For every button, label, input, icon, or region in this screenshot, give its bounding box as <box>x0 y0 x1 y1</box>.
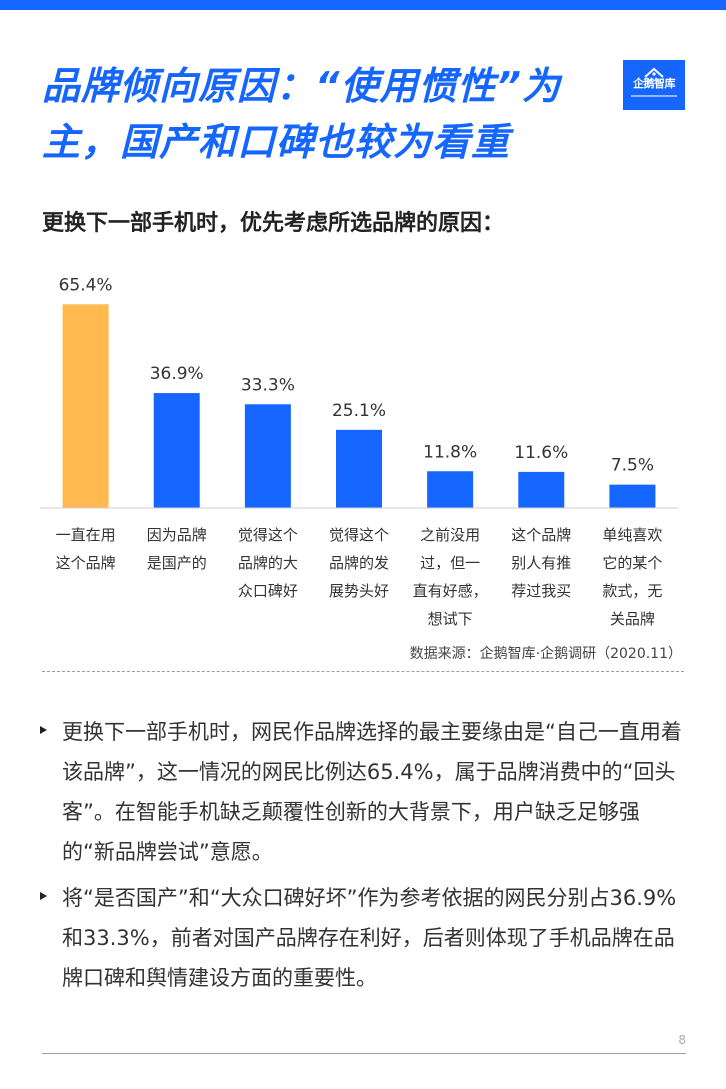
category-label-7: 款式，无 <box>602 582 662 600</box>
page-title-line-1: 品牌倾向原因：“使用惯性”为 <box>42 64 561 108</box>
insight-list: 更换下一部手机时，网民作品牌选择的最主要缘由是“自己一直用着该品牌”，这一情况的… <box>40 712 690 1004</box>
category-label-3: 众口碑好 <box>238 582 298 600</box>
value-label-4: 25.1% <box>332 401 386 421</box>
bar-3 <box>244 404 291 508</box>
value-label-2: 36.9% <box>150 364 204 384</box>
category-label-5: 之前没用 <box>420 526 480 544</box>
category-label-6: 别人有推 <box>511 554 571 572</box>
bar-chart: 65.4%一直在用这个品牌36.9%因为品牌是国产的33.3%觉得这个品牌的大众… <box>40 275 678 628</box>
category-label-3: 觉得这个 <box>238 526 298 544</box>
insight-text: 更换下一部手机时，网民作品牌选择的最主要缘由是“自己一直用着该品牌”，这一情况的… <box>62 720 682 864</box>
source-note: 数据来源：企鹅智库·企鹅调研（2020.11） <box>409 646 682 662</box>
value-label-7: 7.5% <box>611 456 654 476</box>
chart-title: 更换下一部手机时，优先考虑所选品牌的原因： <box>42 211 505 236</box>
bar-6 <box>518 471 565 508</box>
insight-item: 更换下一部手机时，网民作品牌选择的最主要缘由是“自己一直用着该品牌”，这一情况的… <box>40 712 690 872</box>
category-label-7: 单纯喜欢 <box>602 526 662 544</box>
bar-4 <box>336 429 382 508</box>
category-label-4: 觉得这个 <box>329 526 389 544</box>
triangle-bullet-icon <box>40 892 47 900</box>
value-label-1: 65.4% <box>59 275 113 295</box>
dashed-divider <box>42 671 684 672</box>
footer-divider <box>42 1053 686 1054</box>
category-label-5: 想试下 <box>428 610 473 628</box>
category-label-4: 品牌的发 <box>329 554 389 572</box>
value-label-3: 33.3% <box>241 375 295 395</box>
category-label-2: 是国产的 <box>147 554 207 572</box>
insight-item: 将“是否国产”和“大众口碑好坏”作为参考依据的网民分别占36.9%和33.3%，… <box>40 878 690 998</box>
category-label-7: 它的某个 <box>602 554 662 572</box>
penguin-logo-icon <box>644 67 664 78</box>
category-label-6: 这个品牌 <box>511 526 571 544</box>
category-label-2: 因为品牌 <box>147 526 207 544</box>
brand-logo: 企鹅智库 <box>623 60 685 110</box>
page-title: 品牌倾向原因：“使用惯性”为 主，国产和口碑也较为看重 <box>42 58 612 170</box>
category-label-4: 展势头好 <box>329 582 389 600</box>
page-title-line-2: 主，国产和口碑也较为看重 <box>42 120 511 164</box>
bar-5 <box>427 471 474 508</box>
top-accent-bar <box>0 0 726 10</box>
category-label-1: 一直在用 <box>56 526 116 544</box>
bar-1 <box>62 304 109 508</box>
category-label-7: 关品牌 <box>610 610 655 628</box>
bar-2 <box>153 393 200 508</box>
page-number: 8 <box>678 1033 686 1047</box>
bar-7 <box>609 484 656 508</box>
logo-underline <box>631 95 677 97</box>
logo-text: 企鹅智库 <box>633 77 676 90</box>
category-label-5: 直有好感， <box>413 582 488 600</box>
category-label-1: 这个品牌 <box>56 554 116 572</box>
category-label-5: 过，但一 <box>420 554 480 572</box>
value-label-6: 11.6% <box>514 443 568 463</box>
value-label-5: 11.8% <box>423 442 477 462</box>
category-label-6: 荐过我买 <box>511 582 571 600</box>
category-label-3: 品牌的大 <box>238 554 298 572</box>
triangle-bullet-icon <box>40 726 47 734</box>
insight-text: 将“是否国产”和“大众口碑好坏”作为参考依据的网民分别占36.9%和33.3%，… <box>62 886 677 990</box>
